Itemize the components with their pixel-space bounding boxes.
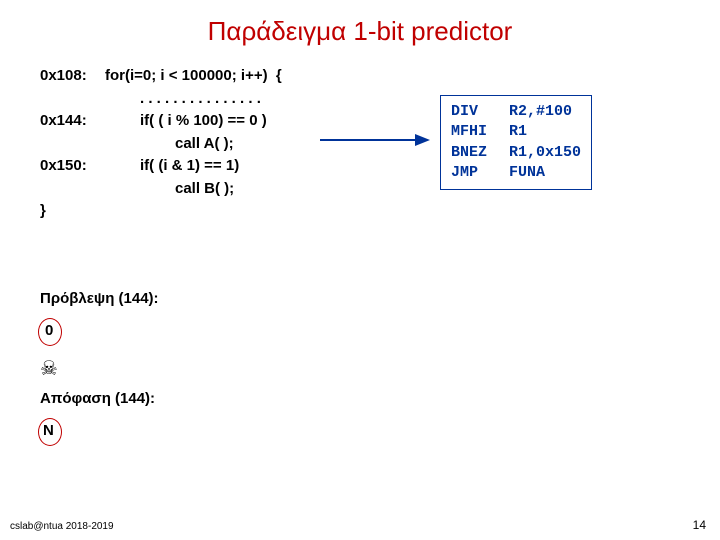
skull-icon: ☠ xyxy=(40,356,58,381)
code-line-7: } xyxy=(40,200,282,223)
page-number: 14 xyxy=(693,518,706,532)
code-line-1: 0x108:for(i=0; i < 100000; i++) { xyxy=(40,65,282,88)
code-dots: . . . . . . . . . . . . . . . xyxy=(140,90,261,107)
addr-108: 0x108: xyxy=(40,65,105,88)
arrow-icon xyxy=(320,130,430,150)
asm-box: DIVR2,#100 MFHIR1 BNEZR1,0x150 JMPFUNA xyxy=(440,95,592,190)
addr-150: 0x150: xyxy=(40,155,105,178)
code-line-3: 0x144: if( ( i % 100) == 0 ) xyxy=(40,110,282,133)
code-block: 0x108:for(i=0; i < 100000; i++) { . . . … xyxy=(40,65,282,223)
code-l3-text: if( ( i % 100) == 0 ) xyxy=(140,112,267,129)
code-line-4: call A( ); xyxy=(40,133,282,156)
code-l7-text: } xyxy=(40,202,46,219)
code-line-5: 0x150: if( (i & 1) == 1) xyxy=(40,155,282,178)
code-l5-text: if( (i & 1) == 1) xyxy=(140,157,239,174)
asm-row-2: MFHIR1 xyxy=(451,122,581,142)
prediction-label: Πρόβλεψη (144): xyxy=(40,290,159,307)
asm-row-4: JMPFUNA xyxy=(451,163,581,183)
decision-label: Απόφαση (144): xyxy=(40,390,155,407)
code-l6-text: call B( ); xyxy=(175,180,234,197)
slide-title: Παράδειγμα 1-bit predictor xyxy=(0,16,720,47)
footer-left: cslab@ntua 2018-2019 xyxy=(10,521,114,532)
decision-value: N xyxy=(43,422,54,439)
asm-row-3: BNEZR1,0x150 xyxy=(451,143,581,163)
addr-144: 0x144: xyxy=(40,110,105,133)
code-l1-text: for(i=0; i < 100000; i++) { xyxy=(105,67,282,84)
asm-row-1: DIVR2,#100 xyxy=(451,102,581,122)
code-line-2: . . . . . . . . . . . . . . . xyxy=(40,88,282,111)
code-line-6: call B( ); xyxy=(40,178,282,201)
prediction-value: 0 xyxy=(45,322,53,339)
code-l4-text: call A( ); xyxy=(175,135,234,152)
